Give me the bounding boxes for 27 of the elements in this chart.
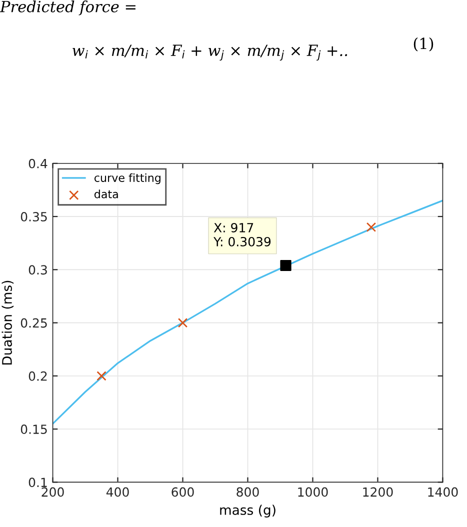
x-axis-title: mass (g) — [220, 504, 276, 518]
y-tick-label: 0.3 — [28, 265, 47, 275]
y-tick-label: 0.15 — [20, 424, 47, 434]
x-tick-label: 800 — [236, 487, 259, 497]
x-tick-label: 1000 — [298, 487, 328, 497]
point — [280, 260, 292, 272]
y-tick-label: 0.1 — [28, 478, 47, 488]
x-tick-label: 1400 — [428, 487, 458, 497]
x-tick-label: 400 — [106, 487, 129, 497]
text: Predicted force = — [0, 0, 136, 16]
y-tick-label: 0.25 — [20, 318, 47, 328]
text: w$_{i}$ × m/m$_{i}$ × F$_{i}$ + w$_{j}$ × m/m$_{j}$ × F$_{j}$ +.. — [72, 44, 348, 61]
y-axis-title: Duation (ms) — [2, 280, 14, 365]
point — [96, 371, 106, 381]
annotation: X: 917 Y: 0.3039 — [214, 222, 271, 246]
y-tick-label: 0.35 — [20, 212, 47, 222]
point — [366, 222, 376, 232]
text: (1) — [414, 37, 434, 52]
x-tick-label: 600 — [172, 487, 194, 497]
legend-label: curve fitting — [94, 173, 160, 184]
x-tick-label: 1200 — [363, 487, 393, 497]
x-tick-label: 200 — [42, 487, 64, 497]
y-tick-label: 0.2 — [28, 371, 47, 381]
legend-label: data — [94, 190, 118, 198]
line-series — [52, 200, 443, 425]
point — [178, 318, 188, 328]
y-tick-label: 0.4 — [28, 158, 48, 168]
